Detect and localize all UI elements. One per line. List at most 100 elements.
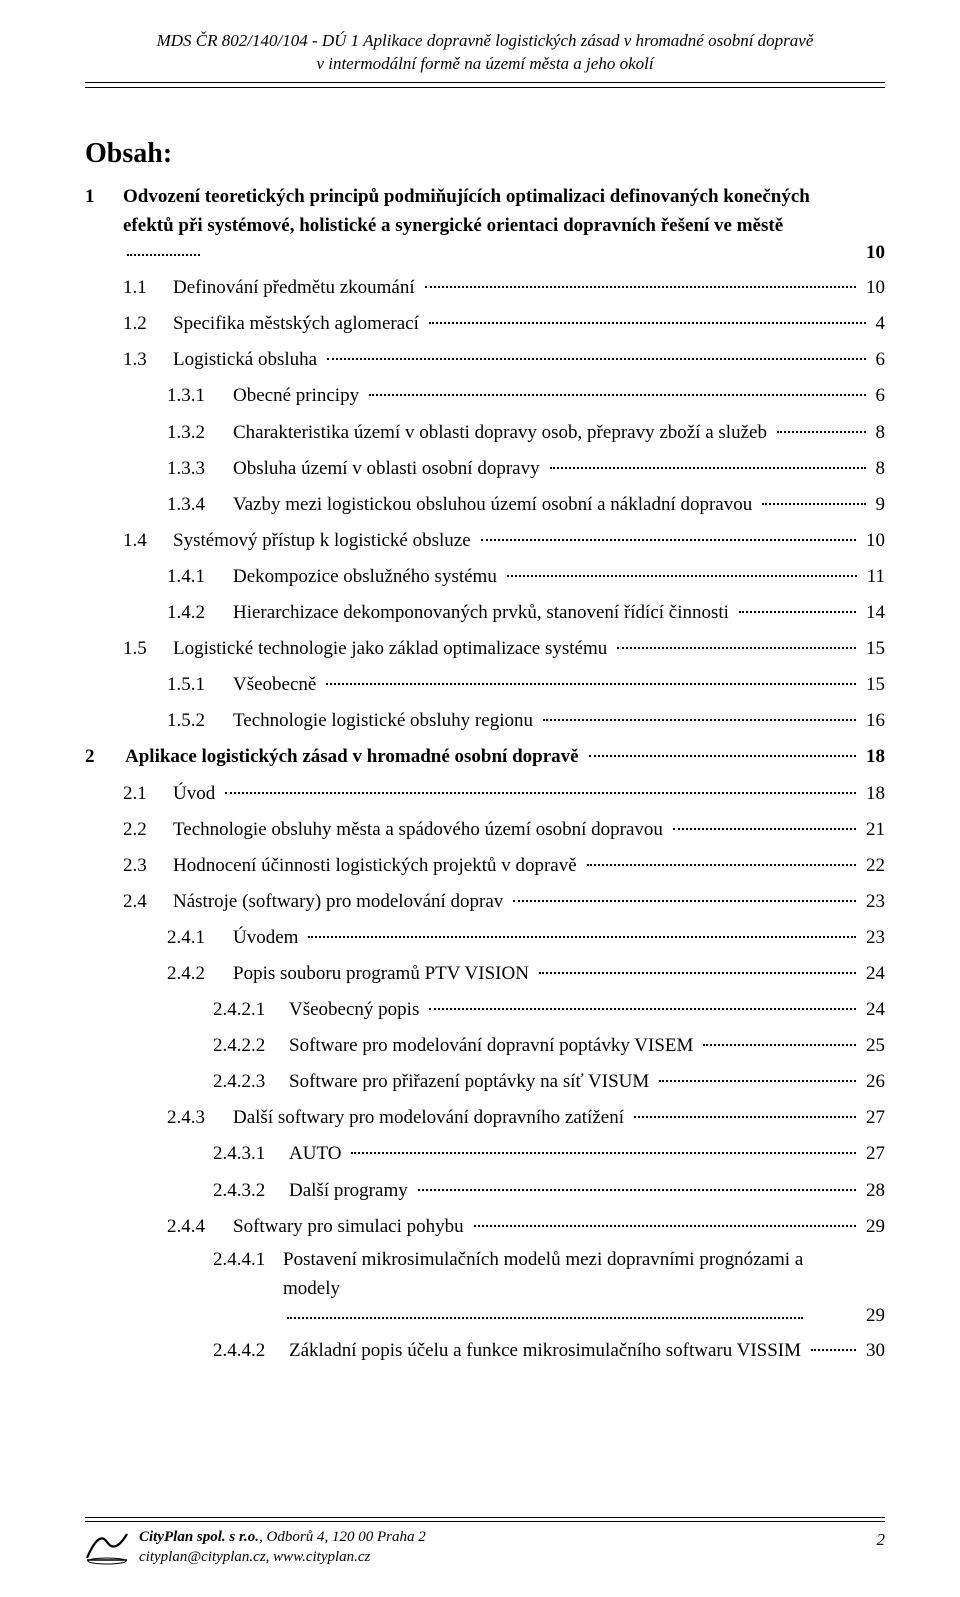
toc-entry: 1.3.4Vazby mezi logistickou obsluhou úze… (85, 487, 885, 523)
toc-text: Popis souboru programů PTV VISION (233, 956, 535, 992)
toc-text: Dekompozice obslužného systému (233, 559, 503, 595)
toc-number: 2.4.4 (167, 1209, 233, 1245)
footer-rule (85, 1517, 885, 1518)
toc-page: 28 (860, 1173, 885, 1209)
toc-text: Obsluha území v oblasti osobní dopravy (233, 451, 546, 487)
toc-entry: 1.3.2Charakteristika území v oblasti dop… (85, 415, 885, 451)
toc-text: Další softwary pro modelování dopravního… (233, 1100, 630, 1136)
toc-number: 1.5.2 (167, 703, 233, 739)
toc-leader (327, 358, 865, 360)
toc-page: 29 (866, 1301, 885, 1330)
toc-leader (474, 1225, 856, 1227)
toc-entry: 2.4.3.1AUTO27 (85, 1136, 885, 1172)
toc-number: 2.4 (123, 884, 173, 920)
toc-number: 2.4.3.2 (213, 1173, 289, 1209)
toc-page: 8 (870, 451, 886, 487)
toc-page: 11 (861, 559, 885, 595)
footer-contact: cityplan@cityplan.cz, www.cityplan.cz (139, 1548, 877, 1568)
toc-page: 18 (860, 776, 885, 812)
toc-number: 1.3.4 (167, 487, 233, 523)
toc-text: Obecné principy (233, 378, 365, 414)
toc-leader (777, 431, 866, 433)
toc-number: 1.3.3 (167, 451, 233, 487)
toc-leader (127, 254, 200, 256)
toc-leader (481, 539, 856, 541)
toc-entry: 2.4.4.2Základní popis účelu a funkce mik… (85, 1333, 885, 1369)
footer-rule (85, 1521, 885, 1522)
toc-number: 2 (85, 739, 125, 775)
toc-entry: 1.5.1Všeobecně 15 (85, 667, 885, 703)
toc-entry: 1.5Logistické technologie jako základ op… (85, 631, 885, 667)
toc-page: 27 (860, 1100, 885, 1136)
toc-number: 1.3.1 (167, 378, 233, 414)
toc-leader (225, 792, 856, 794)
toc-leader (539, 972, 856, 974)
toc-entry: 2.1Úvod18 (85, 776, 885, 812)
toc-text: Další programy (289, 1173, 414, 1209)
footer-company: CityPlan spol. s r.o. (139, 1529, 259, 1545)
toc-page: 18 (860, 739, 885, 775)
toc-page: 25 (860, 1028, 885, 1064)
toc-leader (703, 1044, 856, 1046)
footer-address: , Odborů 4, 120 00 Praha 2 (259, 1529, 426, 1545)
header-line-1: MDS ČR 802/140/104 - DÚ 1 Aplikace dopra… (85, 30, 885, 53)
toc-number: 2.4.4.2 (213, 1333, 289, 1369)
toc-leader (634, 1116, 856, 1118)
toc-entry: 2.4.4Softwary pro simulaci pohybu 29 (85, 1209, 885, 1245)
toc-page: 6 (870, 378, 886, 414)
toc-entry: 2Aplikace logistických zásad v hromadné … (85, 739, 885, 775)
toc-page: 29 (860, 1209, 885, 1245)
toc-entry: 2.4Nástroje (softwary) pro modelování do… (85, 884, 885, 920)
toc-number: 2.4.2.2 (213, 1028, 289, 1064)
toc-page: 8 (870, 415, 886, 451)
toc-page: 15 (860, 667, 885, 703)
page-footer: CityPlan spol. s r.o., Odborů 4, 120 00 … (85, 1517, 885, 1567)
toc-text: AUTO (289, 1136, 347, 1172)
toc-text: Základní popis účelu a funkce mikrosimul… (289, 1333, 807, 1369)
header-line-2: v intermodální formě na území města a je… (85, 53, 885, 76)
toc-number: 2.3 (123, 848, 173, 884)
toc-number: 1.4.2 (167, 595, 233, 631)
toc-leader (550, 467, 866, 469)
toc-entry: 2.4.2.1Všeobecný popis24 (85, 992, 885, 1028)
toc-text: Všeobecně (233, 667, 322, 703)
toc-page: 26 (860, 1064, 885, 1100)
toc-page: 27 (860, 1136, 885, 1172)
toc-leader (587, 864, 856, 866)
toc-entry: 1.5.2Technologie logistické obsluhy regi… (85, 703, 885, 739)
toc-number: 2.2 (123, 812, 173, 848)
toc-text: Software pro modelování dopravní poptávk… (289, 1028, 699, 1064)
toc-entry: 2.3Hodnocení účinnosti logistických proj… (85, 848, 885, 884)
toc-number: 2.1 (123, 776, 173, 812)
footer-page-number: 2 (877, 1528, 886, 1550)
toc-text: Postavení mikrosimulačních modelů mezi d… (283, 1249, 803, 1299)
toc-page: 10 (860, 523, 885, 559)
toc-page: 30 (860, 1333, 885, 1369)
toc-text: Softwary pro simulaci pohybu (233, 1209, 470, 1245)
toc-text: Technologie logistické obsluhy regionu (233, 703, 539, 739)
toc-entry: 2.4.3Další softwary pro modelování dopra… (85, 1100, 885, 1136)
toc-entry: 1Odvození teoretických principů podmiňuj… (85, 182, 885, 270)
toc-text: Specifika městských aglomerací (173, 306, 425, 342)
toc-leader (369, 394, 865, 396)
toc-number: 2.4.2.1 (213, 992, 289, 1028)
toc-entry: 2.4.2.3Software pro přiřazení poptávky n… (85, 1064, 885, 1100)
toc-text: Úvodem (233, 920, 304, 956)
toc-leader (418, 1189, 856, 1191)
toc-text: Nástroje (softwary) pro modelování dopra… (173, 884, 509, 920)
toc-entry: 1.2Specifika městských aglomerací4 (85, 306, 885, 342)
toc-leader (326, 683, 856, 685)
toc-text: Odvození teoretických principů podmiňují… (123, 186, 810, 236)
page-header: MDS ČR 802/140/104 - DÚ 1 Aplikace dopra… (85, 30, 885, 83)
toc-page: 24 (860, 992, 885, 1028)
toc-leader (308, 936, 856, 938)
toc-leader (429, 1008, 856, 1010)
toc-leader (673, 828, 856, 830)
toc-page: 23 (860, 920, 885, 956)
toc-leader (507, 575, 857, 577)
toc-number: 2.4.2 (167, 956, 233, 992)
toc-entry: 1.3.1Obecné principy 6 (85, 378, 885, 414)
toc-page: 23 (860, 884, 885, 920)
toc-number: 1.5.1 (167, 667, 233, 703)
toc-page: 15 (860, 631, 885, 667)
